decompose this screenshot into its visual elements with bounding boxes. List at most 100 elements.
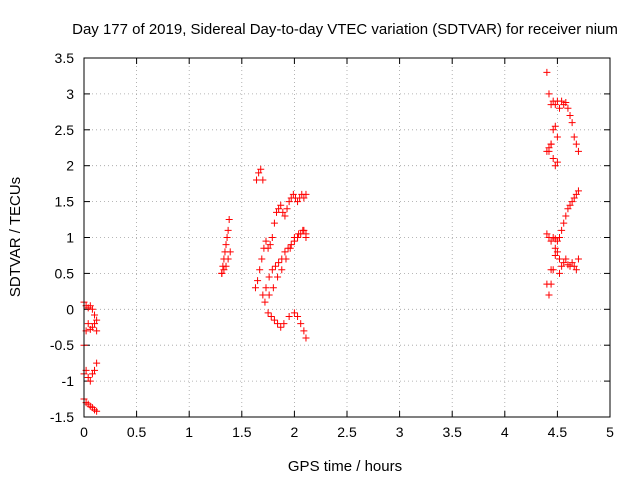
data-point xyxy=(224,255,232,263)
x-axis-label: GPS time / hours xyxy=(288,458,402,475)
data-point xyxy=(273,208,281,216)
data-point xyxy=(568,119,576,127)
data-point xyxy=(572,140,580,148)
data-point xyxy=(91,366,99,374)
data-point xyxy=(545,144,553,152)
data-point xyxy=(299,226,307,234)
data-point xyxy=(302,190,310,198)
data-point xyxy=(258,255,266,263)
data-point xyxy=(564,205,572,213)
data-point xyxy=(574,255,582,263)
data-point xyxy=(86,377,94,385)
x-tick-label: 0 xyxy=(80,424,88,440)
data-point xyxy=(551,122,559,130)
data-point xyxy=(280,320,288,328)
data-point xyxy=(302,334,310,342)
data-point xyxy=(570,133,578,141)
y-tick-label: -1 xyxy=(62,373,75,389)
data-point xyxy=(261,298,269,306)
data-point xyxy=(289,190,297,198)
data-point xyxy=(278,266,286,274)
data-point xyxy=(566,201,574,209)
data-point xyxy=(274,273,282,281)
data-point xyxy=(556,255,564,263)
data-point xyxy=(218,269,226,277)
x-tick-label: 4 xyxy=(501,424,509,440)
axis-ticks: 0 0.5 1 1.5 2 2.5 3 3.5 4 4.5 5 -1.5 -1 -0.5 0 0.5 1 1.5 2… xyxy=(50,50,614,440)
data-point xyxy=(294,198,302,206)
data-point xyxy=(570,262,578,270)
data-point xyxy=(294,312,302,320)
data-point xyxy=(223,234,231,241)
data-point xyxy=(281,212,289,220)
data-point xyxy=(88,370,96,378)
x-tick-label: 1 xyxy=(185,424,193,440)
data-point xyxy=(270,219,278,227)
chart-title: Day 177 of 2019, Sidereal Day-to-day VTE… xyxy=(72,21,618,38)
data-point xyxy=(275,205,283,213)
data-point xyxy=(225,216,233,224)
plot-frame xyxy=(83,57,611,418)
data-point xyxy=(84,374,92,382)
data-point xyxy=(551,101,559,109)
data-point xyxy=(297,320,305,328)
data-point xyxy=(564,104,572,112)
data-point xyxy=(543,147,551,155)
data-point xyxy=(300,194,308,202)
data-point xyxy=(553,248,561,256)
data-point xyxy=(549,126,557,134)
data-point xyxy=(283,205,291,213)
data-point xyxy=(574,187,582,195)
data-point xyxy=(256,266,264,274)
y-tick-label: -1.5 xyxy=(50,409,74,425)
data-points xyxy=(80,68,582,415)
x-tick-label: 2 xyxy=(291,424,299,440)
data-point xyxy=(556,104,564,112)
data-point xyxy=(271,262,279,270)
data-point xyxy=(269,284,277,292)
data-point xyxy=(93,316,101,324)
data-point xyxy=(545,90,553,98)
data-point xyxy=(91,320,99,328)
data-point xyxy=(545,291,553,299)
data-point xyxy=(295,230,303,238)
data-point xyxy=(285,198,293,206)
data-point xyxy=(572,266,580,274)
data-point xyxy=(553,158,561,166)
x-tick-label: 3 xyxy=(396,424,404,440)
data-point xyxy=(268,234,276,241)
data-point xyxy=(558,262,566,270)
x-tick-label: 5 xyxy=(606,424,614,440)
data-point xyxy=(262,237,270,245)
data-point xyxy=(222,241,230,249)
data-point xyxy=(267,312,275,320)
data-point xyxy=(265,273,273,281)
x-tick-label: 0.5 xyxy=(127,424,147,440)
y-tick-label: 0.5 xyxy=(55,265,75,281)
data-point xyxy=(558,97,566,105)
data-point xyxy=(547,237,555,245)
data-point xyxy=(551,162,559,170)
data-point xyxy=(270,316,278,324)
data-point xyxy=(264,244,272,252)
data-point xyxy=(91,311,99,319)
x-tick-label: 1.5 xyxy=(232,424,252,440)
y-tick-label: 2.5 xyxy=(55,122,75,138)
y-tick-label: 0 xyxy=(66,301,74,317)
data-point xyxy=(543,280,551,288)
x-tick-label: 4.5 xyxy=(548,424,568,440)
y-tick-label: 3.5 xyxy=(55,50,75,66)
y-axis-label: SDTVAR / TECUs xyxy=(7,177,24,297)
data-point xyxy=(255,169,263,177)
data-point xyxy=(259,291,267,299)
data-point xyxy=(264,309,272,317)
data-point xyxy=(254,277,262,285)
data-point xyxy=(257,165,265,173)
data-point xyxy=(86,302,94,310)
data-point xyxy=(547,266,555,274)
data-point xyxy=(277,323,285,331)
data-point xyxy=(285,312,293,320)
data-point xyxy=(290,309,298,317)
data-point xyxy=(560,259,568,267)
data-point xyxy=(547,140,555,148)
